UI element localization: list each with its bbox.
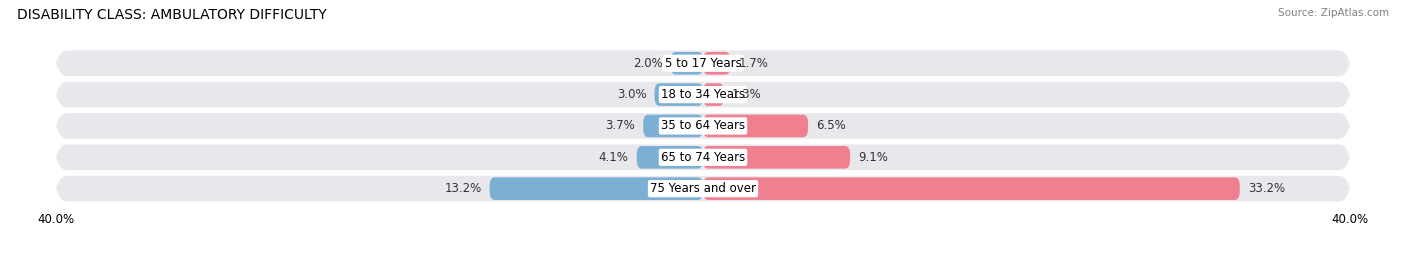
Text: 3.0%: 3.0% [617, 88, 647, 101]
FancyBboxPatch shape [703, 83, 724, 106]
Text: Source: ZipAtlas.com: Source: ZipAtlas.com [1278, 8, 1389, 18]
FancyBboxPatch shape [671, 52, 703, 75]
FancyBboxPatch shape [654, 83, 703, 106]
Text: 4.1%: 4.1% [599, 151, 628, 164]
Text: 33.2%: 33.2% [1249, 182, 1285, 195]
FancyBboxPatch shape [56, 50, 1350, 76]
Text: 2.0%: 2.0% [633, 57, 662, 70]
FancyBboxPatch shape [56, 113, 1350, 139]
Text: 3.7%: 3.7% [606, 120, 636, 132]
FancyBboxPatch shape [56, 82, 1350, 107]
Text: 1.7%: 1.7% [738, 57, 769, 70]
Text: 18 to 34 Years: 18 to 34 Years [661, 88, 745, 101]
FancyBboxPatch shape [56, 144, 1350, 170]
Text: 35 to 64 Years: 35 to 64 Years [661, 120, 745, 132]
FancyBboxPatch shape [703, 146, 851, 169]
FancyBboxPatch shape [643, 115, 703, 137]
Text: DISABILITY CLASS: AMBULATORY DIFFICULTY: DISABILITY CLASS: AMBULATORY DIFFICULTY [17, 8, 326, 22]
FancyBboxPatch shape [489, 177, 703, 200]
FancyBboxPatch shape [703, 115, 808, 137]
FancyBboxPatch shape [56, 176, 1350, 202]
FancyBboxPatch shape [637, 146, 703, 169]
Text: 13.2%: 13.2% [444, 182, 481, 195]
Text: 1.3%: 1.3% [733, 88, 762, 101]
FancyBboxPatch shape [703, 52, 731, 75]
Text: 9.1%: 9.1% [858, 151, 889, 164]
FancyBboxPatch shape [703, 177, 1240, 200]
Text: 75 Years and over: 75 Years and over [650, 182, 756, 195]
Text: 6.5%: 6.5% [815, 120, 846, 132]
Text: 65 to 74 Years: 65 to 74 Years [661, 151, 745, 164]
Text: 5 to 17 Years: 5 to 17 Years [665, 57, 741, 70]
